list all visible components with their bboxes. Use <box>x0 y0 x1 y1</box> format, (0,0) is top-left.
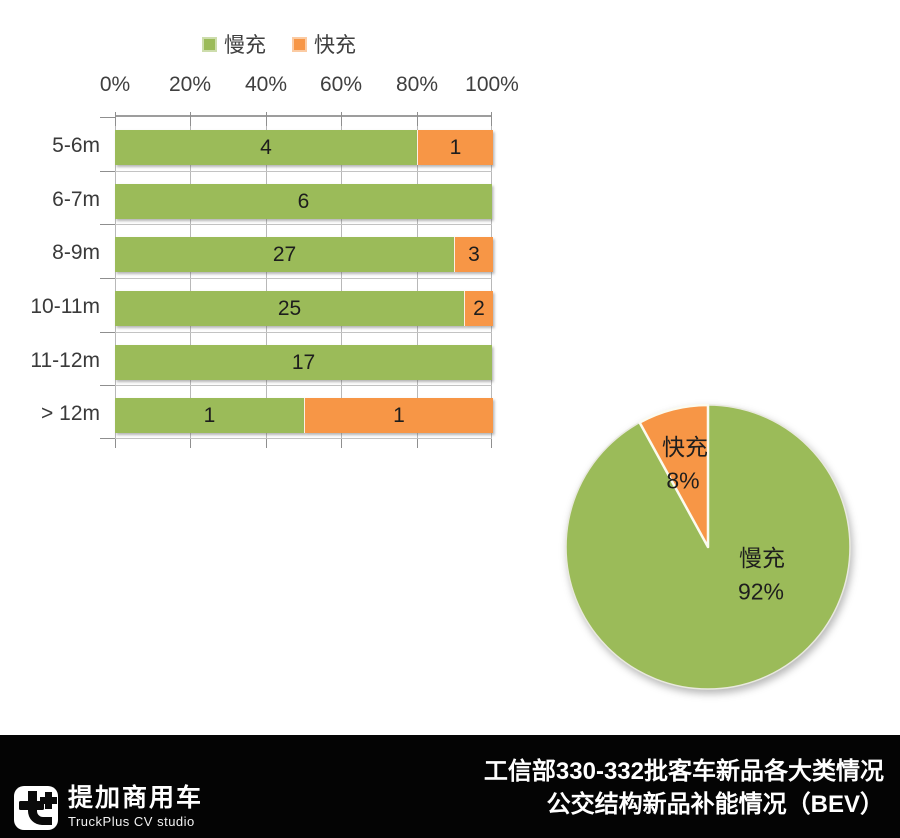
axis-tick <box>100 117 115 118</box>
axis-tick <box>100 171 115 172</box>
bar-segment: 3 <box>454 237 493 272</box>
row-boundary-line <box>115 332 492 333</box>
truckplus-logo: 提加商用车 TruckPlus CV studio <box>13 785 203 836</box>
pie-chart: 快充 8% 慢充 92% <box>564 403 852 691</box>
legend-item: 快充 <box>292 29 356 59</box>
bar-value-label: 1 <box>393 404 405 427</box>
bar-segment: 17 <box>115 345 492 380</box>
bar-value-label: 2 <box>473 297 485 320</box>
row-boundary-line <box>115 385 492 386</box>
chart-title-line2: 公交结构新品补能情况（BEV） <box>546 791 884 818</box>
row-boundary-line <box>115 278 492 279</box>
bar-value-label: 17 <box>291 351 316 374</box>
row-boundary-line <box>115 224 492 225</box>
bar-segment: 25 <box>115 291 464 326</box>
axis-tick <box>100 332 115 333</box>
axis-tick <box>115 439 116 448</box>
bar-value-label: 1 <box>449 136 462 159</box>
category-label: 8-9m <box>52 241 100 264</box>
logo-texts: 提加商用车 TruckPlus CV studio <box>68 784 204 830</box>
bar-value-label: 27 <box>272 243 297 266</box>
bar-value-label: 1 <box>203 404 216 427</box>
legend-label: 快充 <box>314 34 356 57</box>
pie-percent-slow: 92% <box>737 578 785 605</box>
stacked-bar-plot: 4 1 6 27 3 25 2 17 1 1 <box>100 112 493 448</box>
axis-tick <box>100 438 115 439</box>
chart-title: 工信部330-332批客车新品各大类情况 公交结构新品补能情况（BEV） <box>484 755 884 821</box>
truckplus-logo-icon <box>13 785 59 836</box>
category-label: 6-7m <box>52 188 100 211</box>
x-tick-label: 20% <box>168 73 212 96</box>
bar-segment: 1 <box>304 398 493 433</box>
axis-tick <box>115 112 116 126</box>
x-tick-label: 100% <box>465 73 519 96</box>
axis-tick <box>266 112 267 126</box>
bar-value-label: 25 <box>277 297 302 320</box>
pie-svg-holder <box>564 403 852 696</box>
pie-label-slow: 慢充 <box>739 545 785 571</box>
category-label: 11-12m <box>30 349 100 372</box>
x-tick-label: 40% <box>244 73 288 96</box>
axis-tick <box>100 385 115 386</box>
x-tick-label: 80% <box>395 73 439 96</box>
axis-tick <box>341 439 342 448</box>
x-tick-label: 0% <box>99 73 131 96</box>
category-label: 10-11m <box>30 295 100 318</box>
pie-percent-fast: 8% <box>666 467 700 494</box>
bar-value-label: 3 <box>468 243 480 266</box>
x-tick-label: 60% <box>319 73 363 96</box>
legend-item: 慢充 <box>202 29 266 59</box>
axis-tick <box>417 112 418 126</box>
bar-segment: 1 <box>115 398 304 433</box>
bar-category-labels: 5-6m 6-7m 8-9m 10-11m 11-12m > 12m <box>0 115 100 437</box>
axis-tick <box>190 112 191 126</box>
bar-segment: 6 <box>115 184 492 219</box>
logo-name-en: TruckPlus CV studio <box>68 814 195 829</box>
row-boundary-line <box>115 171 492 172</box>
axis-tick <box>100 224 115 225</box>
axis-tick <box>100 278 115 279</box>
legend-swatch <box>202 36 217 52</box>
pie-label-fast: 快充 <box>662 434 708 460</box>
axis-tick <box>341 112 342 126</box>
footer-bar: 提加商用车 TruckPlus CV studio 工信部330-332批客车新… <box>0 735 900 838</box>
bar-segment: 2 <box>464 291 493 326</box>
bar-segment: 1 <box>417 130 493 165</box>
bar-segment: 27 <box>115 237 454 272</box>
x-axis-tick-labels: 0% 20% 40% 60% 80% 100% <box>100 73 519 101</box>
chart-title-line1: 工信部330-332批客车新品各大类情况 <box>483 758 884 785</box>
bar-value-label: 6 <box>297 190 310 213</box>
axis-tick <box>491 439 492 448</box>
legend-swatch <box>292 36 307 52</box>
bar-chart-legend: 慢充 快充 <box>202 29 356 59</box>
axis-tick <box>266 439 267 448</box>
bar-segment: 4 <box>115 130 417 165</box>
row-boundary-line <box>115 438 492 439</box>
axis-tick <box>491 112 492 126</box>
axis-tick <box>417 439 418 448</box>
logo-name-cn: 提加商用车 <box>68 784 204 812</box>
category-label: > 12m <box>41 402 100 425</box>
legend-label: 慢充 <box>224 34 266 57</box>
bar-value-label: 4 <box>260 136 272 159</box>
axis-tick <box>190 439 191 448</box>
category-label: 5-6m <box>52 134 100 157</box>
